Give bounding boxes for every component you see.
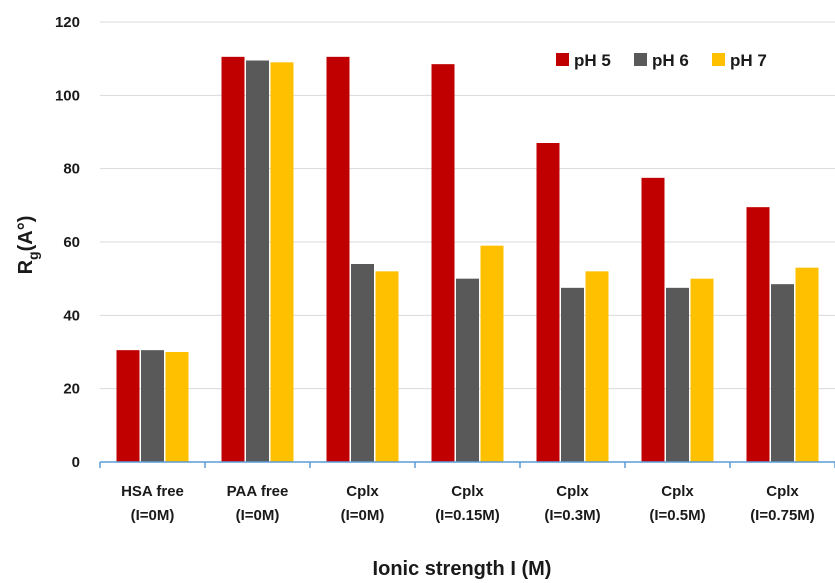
- x-category-label: (I=0.15M): [435, 507, 500, 524]
- x-category-label: Cplx: [766, 483, 799, 500]
- legend-label: pH 6: [652, 51, 689, 70]
- y-tick-label: 100: [55, 87, 80, 104]
- bar: [221, 56, 245, 462]
- bar: [666, 287, 689, 462]
- bar: [585, 271, 609, 462]
- legend-label: pH 7: [730, 51, 767, 70]
- bar: [375, 271, 399, 462]
- legend-swatch: [634, 53, 647, 66]
- bar: [270, 62, 294, 462]
- x-category-label: Cplx: [346, 483, 379, 500]
- x-axis-title: Ionic strength I (M): [373, 558, 552, 580]
- bar: [746, 207, 770, 462]
- bar: [480, 245, 504, 462]
- bar: [690, 278, 714, 462]
- bar: [771, 284, 794, 462]
- y-tick-label: 0: [72, 454, 80, 471]
- y-axis-title: Rg(A°): [15, 216, 41, 275]
- y-axis-title-rest: (A°): [15, 216, 37, 252]
- x-category-label: (I=0M): [236, 507, 280, 524]
- bar: [326, 56, 350, 462]
- legend-swatch: [712, 53, 725, 66]
- bar: [165, 352, 189, 462]
- x-category-label: (I=0.75M): [750, 507, 815, 524]
- bars: [116, 56, 819, 463]
- y-tick-label: 40: [63, 307, 80, 324]
- bar: [456, 278, 479, 462]
- y-tick-label: 20: [63, 381, 80, 398]
- y-axis-title-subscript: g: [25, 251, 41, 260]
- y-tick-label: 120: [55, 14, 80, 31]
- x-category-label: Cplx: [556, 483, 589, 500]
- bar: [561, 287, 584, 462]
- bar: [116, 350, 140, 462]
- x-category-label: (I=0.3M): [544, 507, 600, 524]
- x-category-label: (I=0M): [341, 507, 385, 524]
- bar: [141, 350, 164, 462]
- x-category-label: Cplx: [661, 483, 694, 500]
- bar: [351, 264, 374, 462]
- y-axis-title-main: R: [15, 259, 37, 274]
- x-category-label: (I=0.5M): [649, 507, 705, 524]
- axes: 0 20 40 60 80 100 120 HSA free (I=0M) PAA free (I=…: [55, 14, 835, 524]
- y-tick-label: 60: [63, 234, 80, 251]
- bar: [641, 177, 665, 463]
- x-category-label: HSA free: [121, 483, 184, 500]
- legend: pH 5 pH 6 pH 7: [556, 51, 767, 70]
- legend-swatch: [556, 53, 569, 66]
- bar: [431, 64, 455, 463]
- x-category-label: (I=0M): [131, 507, 175, 524]
- x-category-label: Cplx: [451, 483, 484, 500]
- x-category-label: PAA free: [227, 483, 289, 500]
- bar: [536, 143, 560, 462]
- bar: [246, 60, 269, 462]
- bar: [795, 267, 819, 462]
- legend-label: pH 5: [574, 51, 611, 70]
- y-tick-label: 80: [63, 161, 80, 178]
